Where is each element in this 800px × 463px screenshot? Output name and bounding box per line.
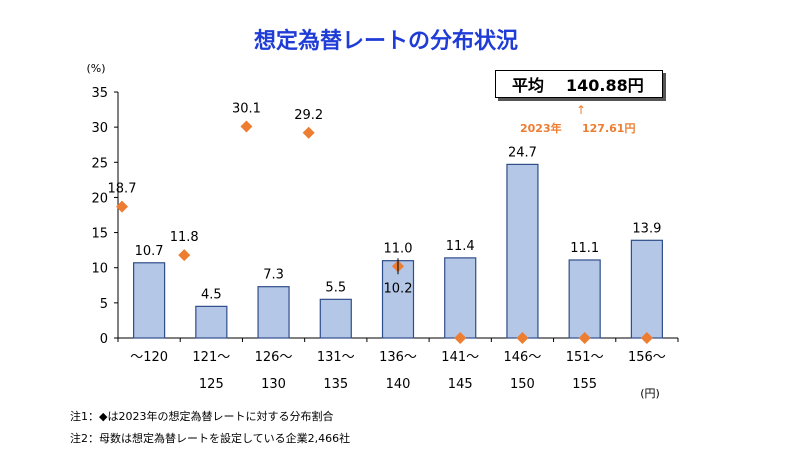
- diamond-marker: [454, 332, 467, 344]
- bar-value-label: 4.5: [201, 287, 222, 302]
- bar: [444, 257, 477, 339]
- previous-year-label: 2023年: [520, 122, 562, 135]
- bar: [568, 259, 601, 339]
- diamond-marker: [116, 200, 128, 213]
- category-label-line2: 125: [199, 377, 224, 392]
- category-label-line1: 121～: [192, 350, 230, 365]
- bar: [257, 286, 290, 339]
- chart-title: 想定為替レートの分布状況: [254, 28, 518, 54]
- category-label-line1: ～120: [130, 350, 168, 365]
- bar: [506, 163, 539, 339]
- bar-value-label: 11.0: [384, 242, 413, 257]
- category-label-line2: 145: [448, 377, 473, 392]
- category-label-line1: 126～: [255, 350, 293, 365]
- category-labels-group: ～120 121～ 125 126～ 130 131～ 135 136～ 140 141～ 145 1…: [130, 350, 666, 392]
- category-label-line1: 156～: [628, 350, 666, 365]
- y-tick-label: 15: [91, 227, 108, 242]
- marker-value-label: 18.7: [108, 182, 137, 197]
- note-1: 注1：◆は2023年の想定為替レートに対する分布割合: [70, 410, 334, 423]
- category-label-line2: 130: [261, 377, 286, 392]
- diamond-marker: [302, 126, 315, 139]
- diamond-marker: [578, 332, 591, 344]
- bar: [133, 262, 166, 339]
- bar: [630, 239, 663, 339]
- bar-value-label: 11.4: [446, 239, 475, 254]
- category-label-line1: 151～: [566, 350, 604, 365]
- marker-value-label: 11.8: [170, 230, 199, 245]
- y-tick-label: 25: [91, 156, 108, 171]
- marker-value-label: 10.2: [384, 281, 413, 296]
- category-label-line2: 140: [386, 377, 411, 392]
- diamond-marker: [178, 249, 191, 262]
- y-unit-label: (%): [86, 62, 105, 75]
- category-label-line1: 141～: [441, 350, 479, 365]
- bars-group: [133, 163, 663, 339]
- category-label-line2: 150: [510, 377, 535, 392]
- previous-arrow: ↑: [576, 103, 587, 117]
- category-label-line1: 146～: [504, 350, 542, 365]
- average-box: 平均 140.88円: [495, 70, 663, 98]
- bar: [195, 305, 228, 339]
- y-tick-label: 0: [100, 332, 108, 347]
- bar-value-label: 10.7: [135, 244, 164, 259]
- bar-value-label: 7.3: [263, 268, 284, 283]
- bar-value-label: 11.1: [570, 241, 599, 256]
- bar: [319, 298, 352, 339]
- y-tick-label: 10: [91, 262, 108, 277]
- previous-value: 127.61円: [582, 122, 636, 135]
- category-label-line2: 135: [323, 377, 348, 392]
- bar-value-label: 24.7: [508, 145, 537, 160]
- x-unit-label: (円): [640, 387, 660, 400]
- note-2: 注2：母数は想定為替レートを設定している企業2,466社: [70, 432, 351, 445]
- y-tick-label: 35: [91, 86, 108, 101]
- y-tick-label: 30: [91, 121, 108, 136]
- data-labels-group: 10.7 4.5 7.3 5.5 11.0 11.4 24.7 11.1 13.9 18.7 11.…: [108, 101, 662, 302]
- marker-value-label: 30.1: [232, 101, 261, 116]
- average-label: 平均: [512, 76, 545, 95]
- diamond-marker: [240, 120, 253, 133]
- category-label-line2: 155: [572, 377, 597, 392]
- marker-value-label: 29.2: [294, 108, 323, 123]
- average-value: 140.88円: [566, 76, 644, 95]
- category-label-line1: 136～: [379, 350, 417, 365]
- diamond-marker: [516, 332, 529, 344]
- y-tick-label: 5: [100, 297, 108, 312]
- diamond-marker: [640, 332, 653, 344]
- category-label-line1: 131～: [317, 350, 355, 365]
- bar-value-label: 13.9: [632, 221, 661, 236]
- y-tick-label: 20: [91, 191, 108, 206]
- bar-value-label: 5.5: [325, 280, 346, 295]
- markers-group: [116, 120, 653, 344]
